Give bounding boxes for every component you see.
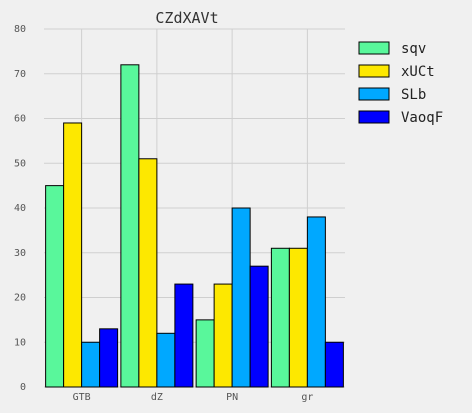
legend-swatch-SLb [358, 87, 390, 101]
y-tick-label: 0 [20, 382, 26, 393]
y-tick-label: 50 [14, 158, 26, 169]
bar-VaoqF-GTB [99, 328, 119, 388]
legend-swatch-sqv [358, 41, 390, 55]
legend-label-xUCt: xUCt [401, 64, 435, 80]
y-tick-label: 80 [14, 24, 26, 35]
bar-SLb-gr [306, 216, 326, 388]
y-tick-label: 30 [14, 248, 26, 259]
y-tick-label: 10 [14, 337, 26, 348]
bar-VaoqF-PN [249, 265, 269, 388]
bar-SLb-dZ [156, 332, 176, 388]
x-tick-label: GTB [73, 392, 91, 403]
bars [45, 64, 344, 388]
legend-swatch-VaoqF [358, 110, 390, 124]
bar-xUCt-gr [288, 247, 308, 388]
y-tick-label: 40 [14, 203, 26, 214]
legend-label-VaoqF: VaoqF [401, 110, 443, 126]
bar-VaoqF-gr [324, 341, 344, 388]
bar-xUCt-dZ [138, 158, 158, 388]
bar-xUCt-PN [213, 283, 233, 388]
x-axis: GTB dZ PN gr [73, 392, 314, 403]
bar-SLb-PN [231, 207, 251, 388]
x-tick-label: dZ [151, 392, 163, 403]
legend-swatch-xUCt [358, 64, 390, 78]
y-tick-label: 70 [14, 69, 26, 80]
chart-title: CZdXAVt [155, 9, 218, 27]
y-axis: 0 10 20 30 40 50 60 70 80 [14, 24, 26, 393]
bar-VaoqF-dZ [174, 283, 194, 388]
bar-sqv-dZ [120, 64, 140, 388]
x-tick-label: gr [301, 392, 313, 403]
y-tick-label: 20 [14, 293, 26, 304]
bar-sqv-GTB [45, 185, 65, 388]
bar-xUCt-GTB [63, 122, 83, 388]
bar-sqv-gr [270, 247, 290, 388]
y-tick-label: 60 [14, 114, 26, 125]
legend: sqv xUCt SLb VaoqF [358, 41, 443, 126]
x-tick-label: PN [226, 392, 238, 403]
legend-label-SLb: SLb [401, 87, 426, 103]
bar-SLb-GTB [81, 341, 101, 388]
legend-label-sqv: sqv [401, 41, 426, 57]
bar-sqv-PN [195, 319, 215, 388]
